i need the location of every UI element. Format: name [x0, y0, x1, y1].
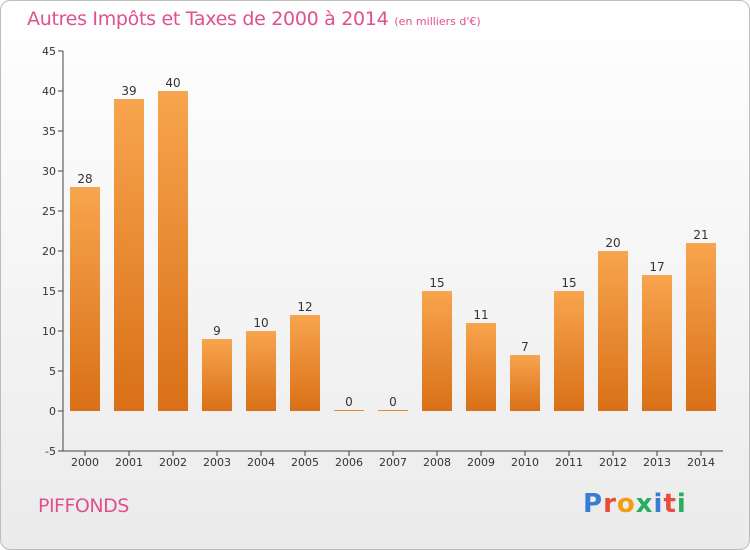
bar: [686, 243, 716, 411]
x-tick-label: 2008: [423, 456, 451, 469]
data-label: 17: [649, 260, 664, 274]
bar: [378, 410, 408, 411]
x-tick-label: 2011: [555, 456, 583, 469]
x-tick-label: 2002: [159, 456, 187, 469]
y-tick-label: 40: [42, 85, 56, 98]
data-label: 0: [345, 395, 353, 409]
bar: [158, 91, 188, 411]
y-tick-label: 15: [42, 285, 56, 298]
y-tick-label: 25: [42, 205, 56, 218]
logo-letter: o: [616, 489, 636, 519]
data-label: 28: [77, 172, 92, 186]
bar: [510, 355, 540, 411]
x-tick-label: 2014: [687, 456, 715, 469]
data-label: 0: [389, 395, 397, 409]
y-tick-label: 0: [49, 405, 56, 418]
data-label: 15: [429, 276, 444, 290]
bar: [114, 99, 144, 411]
y-tick-label: 20: [42, 245, 56, 258]
x-tick-label: 2010: [511, 456, 539, 469]
logo-letter: i: [653, 489, 664, 519]
x-tick-label: 2003: [203, 456, 231, 469]
bar: [554, 291, 584, 411]
y-tick-label: 45: [42, 45, 56, 58]
logo-letter: r: [603, 489, 617, 519]
x-tick-label: 2000: [71, 456, 99, 469]
bar: [422, 291, 452, 411]
x-tick-label: 2004: [247, 456, 275, 469]
bar: [246, 331, 276, 411]
logo-letter: t: [663, 489, 677, 519]
data-label: 12: [297, 300, 312, 314]
logo-letter: x: [635, 489, 654, 519]
data-label: 15: [561, 276, 576, 290]
y-tick-label: 35: [42, 125, 56, 138]
y-tick-label: -5: [45, 445, 56, 458]
data-label: 10: [253, 316, 268, 330]
x-tick-label: 2001: [115, 456, 143, 469]
y-tick-label: 10: [42, 325, 56, 338]
data-label: 20: [605, 236, 620, 250]
data-label: 9: [213, 324, 221, 338]
y-tick-label: 5: [49, 365, 56, 378]
chart-title: Autres Impôts et Taxes de 2000 à 2014 (en…: [27, 8, 481, 30]
data-label: 7: [521, 340, 529, 354]
x-tick-label: 2013: [643, 456, 671, 469]
bar: [466, 323, 496, 411]
chart-title-main: Autres Impôts et Taxes de 2000 à 2014: [27, 8, 389, 30]
logo-letter: P: [583, 489, 604, 519]
bar: [202, 339, 232, 411]
proxiti-logo: Proxiti: [583, 489, 687, 519]
data-label: 21: [693, 228, 708, 242]
bar: [334, 410, 364, 411]
x-tick-label: 2009: [467, 456, 495, 469]
bar: [290, 315, 320, 411]
bar: [70, 187, 100, 411]
x-tick-label: 2005: [291, 456, 319, 469]
data-label: 40: [165, 76, 180, 90]
commune-name: PIFFONDS: [38, 495, 129, 517]
x-tick-label: 2007: [379, 456, 407, 469]
bar: [598, 251, 628, 411]
x-tick-label: 2012: [599, 456, 627, 469]
x-tick-label: 2006: [335, 456, 363, 469]
data-label: 39: [121, 84, 136, 98]
y-tick-label: 30: [42, 165, 56, 178]
logo-letter: i: [676, 489, 687, 519]
data-label: 11: [473, 308, 488, 322]
bar: [642, 275, 672, 411]
chart-title-unit: (en milliers d'€): [394, 15, 481, 28]
